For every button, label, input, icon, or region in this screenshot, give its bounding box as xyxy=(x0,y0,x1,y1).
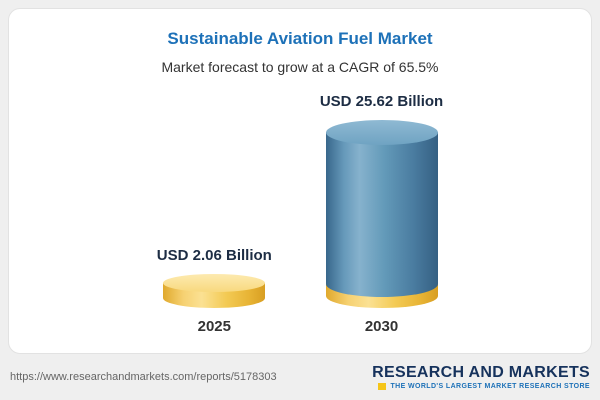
logo-tagline-row: THE WORLD'S LARGEST MARKET RESEARCH STOR… xyxy=(372,383,590,391)
bar-2030-body xyxy=(325,132,438,297)
logo-wordmark: RESEARCH AND MARKETS xyxy=(372,363,590,381)
logo-tagline: THE WORLD'S LARGEST MARKET RESEARCH STOR… xyxy=(390,383,590,391)
value-label-2030: USD 25.62 Billion xyxy=(319,93,444,110)
year-label-2025: 2025 xyxy=(197,318,231,335)
bar-2025 xyxy=(163,274,266,308)
bar-chart: USD 2.06 Billion 2025 USD 25.62 Billion … xyxy=(9,79,591,335)
bar-2025-top-ellipse xyxy=(163,274,266,292)
report-url: https://www.researchandmarkets.com/repor… xyxy=(10,371,277,383)
bar-group-2025: USD 2.06 Billion 2025 xyxy=(157,247,272,335)
value-label-2025: USD 2.06 Billion xyxy=(156,247,272,264)
research-and-markets-logo: RESEARCH AND MARKETS THE WORLD'S LARGEST… xyxy=(372,364,590,391)
chart-title: Sustainable Aviation Fuel Market xyxy=(167,29,433,48)
bar-2030-top-ellipse xyxy=(325,120,438,145)
chart-card: Sustainable Aviation Fuel Market Market … xyxy=(8,8,592,354)
logo-accent-icon xyxy=(378,383,387,391)
bar-2030 xyxy=(325,120,438,308)
bar-group-2030: USD 25.62 Billion 2030 xyxy=(320,93,443,335)
page-footer: https://www.researchandmarkets.com/repor… xyxy=(0,358,600,400)
year-label-2030: 2030 xyxy=(364,318,399,335)
chart-subtitle: Market forecast to grow at a CAGR of 65.… xyxy=(161,59,439,75)
